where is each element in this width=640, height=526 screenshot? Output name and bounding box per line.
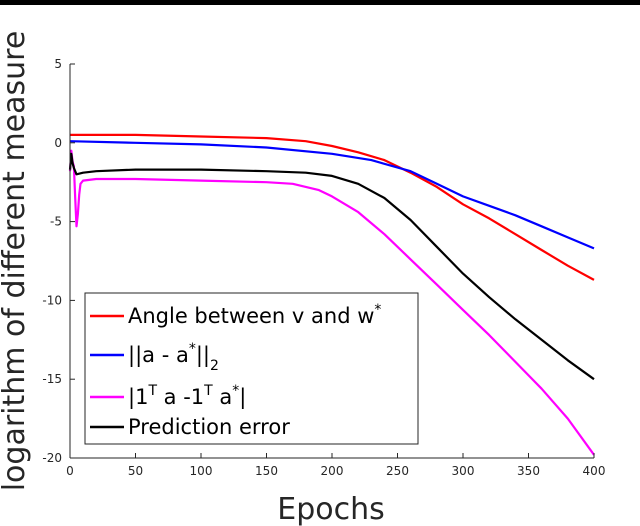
legend: Angle between v and w* ||a - a*||2 |1T a -… <box>84 292 419 445</box>
x-tick-label: 350 <box>517 464 540 478</box>
y-tick-label: -20 <box>42 451 62 465</box>
x-axis-label: Epochs <box>277 492 385 526</box>
top-border <box>0 0 640 5</box>
legend-label-2: ||a - a*||2 <box>128 341 219 374</box>
y-tick-label: 0 <box>54 136 62 150</box>
legend-label-3: |1T a -1T a*| <box>128 383 246 410</box>
series-line-1 <box>70 133 595 281</box>
x-tick-label: 50 <box>128 464 143 478</box>
y-tick-label: -15 <box>42 372 62 386</box>
x-tick-label: 300 <box>452 464 475 478</box>
y-tick-label: -5 <box>50 215 62 229</box>
legend-box <box>84 292 419 445</box>
series-line-3 <box>68 149 595 456</box>
legend-label-1: Angle between v and w* <box>128 302 381 328</box>
y-axis-label: logarithm of different measure <box>0 31 32 492</box>
x-tick-label: 250 <box>386 464 409 478</box>
series-layer <box>68 133 595 456</box>
x-tick-label: 150 <box>255 464 278 478</box>
series-line-2 <box>69 140 595 250</box>
series-line-4 <box>68 152 595 381</box>
legend-label-4: Prediction error <box>128 415 290 439</box>
x-tick-label: 400 <box>583 464 606 478</box>
x-tick-label: 100 <box>190 464 213 478</box>
y-tick-label: 5 <box>54 57 62 71</box>
x-tick-label: 200 <box>321 464 344 478</box>
x-tick-label: 0 <box>66 464 74 478</box>
y-tick-label: -10 <box>42 293 62 307</box>
